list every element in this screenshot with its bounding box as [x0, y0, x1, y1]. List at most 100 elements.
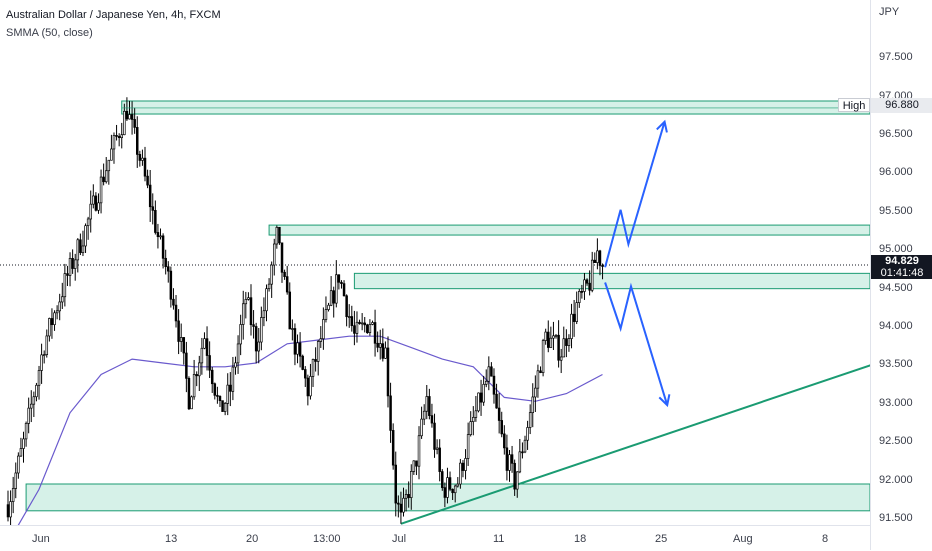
chart-area[interactable]: Australian Dollar / Japanese Yen, 4h, FX…: [0, 0, 870, 525]
candle-body: [156, 232, 160, 237]
symbol-title[interactable]: Australian Dollar / Japanese Yen, 4h, FX…: [6, 9, 221, 21]
price-tick: 93.000: [879, 397, 913, 409]
candle-body: [459, 462, 462, 485]
candle-body: [601, 265, 604, 267]
zone-breakout-zone: [353, 272, 870, 290]
candle-body: [254, 326, 258, 352]
candle-body: [314, 359, 317, 362]
candle-body: [249, 297, 253, 326]
candle-body: [216, 394, 219, 397]
candle-body: [291, 328, 294, 330]
candle-body: [177, 320, 180, 342]
candle-body: [223, 403, 227, 412]
candle-body: [497, 407, 501, 421]
candle-body: [461, 462, 465, 471]
candle-body: [283, 271, 286, 277]
candle-body: [169, 270, 173, 300]
candle-body: [389, 395, 392, 431]
price-tick: 94.000: [879, 320, 913, 332]
candle-body: [71, 258, 74, 269]
candle-body: [340, 281, 343, 284]
candle-body: [477, 392, 480, 412]
candle-body: [117, 136, 121, 139]
candle-body: [76, 239, 80, 261]
candle-body: [58, 301, 61, 312]
candle-body: [195, 374, 198, 377]
candle-body: [138, 154, 142, 161]
time-tick: Aug: [733, 533, 753, 545]
candle-body: [350, 316, 354, 327]
candle-body: [143, 157, 147, 177]
candle-body: [148, 184, 152, 208]
candle-body: [381, 343, 385, 359]
bearish-projection-arrow: [604, 282, 669, 406]
candle-body: [298, 342, 302, 357]
price-axis[interactable]: JPY 97.500 97.000 96.500 96.000 95.500 9…: [870, 0, 932, 550]
candle-body: [407, 494, 410, 498]
candle-body: [523, 439, 527, 453]
candle-body: [182, 337, 186, 354]
candle-body: [559, 356, 563, 361]
candle-body: [306, 377, 310, 397]
candle-body: [123, 110, 126, 136]
candle-body: [355, 321, 359, 334]
candle-body: [154, 210, 157, 233]
candle-body: [22, 438, 25, 449]
candle-body: [275, 226, 279, 245]
candle-body: [484, 380, 488, 385]
candle-body: [544, 331, 547, 341]
candle-body: [210, 369, 214, 385]
candle-body: [179, 337, 183, 342]
candle-body: [567, 338, 571, 346]
high-label: High: [838, 98, 870, 112]
zone-upper-resistance: [268, 224, 870, 236]
candle-body: [164, 257, 167, 268]
candle-body: [410, 471, 413, 498]
candle-body: [218, 396, 222, 402]
candle-body: [79, 239, 82, 254]
candle-body: [159, 235, 162, 238]
candle-body: [363, 322, 366, 326]
candle-body: [366, 324, 369, 334]
candle-body: [192, 374, 196, 398]
candle-body: [45, 335, 49, 355]
candle-body: [596, 250, 599, 263]
candle-body: [86, 218, 90, 227]
candle-body: [466, 434, 470, 459]
candle-body: [161, 235, 165, 259]
candle-body: [526, 427, 529, 441]
candle-body: [547, 331, 550, 348]
candle-body: [236, 343, 240, 364]
candle-body: [345, 295, 348, 318]
candle-body: [133, 119, 136, 128]
candle-body: [208, 355, 211, 371]
candle-body: [329, 290, 333, 306]
candle-body: [590, 259, 594, 291]
candle-body: [234, 362, 237, 368]
time-axis[interactable]: Jun 13 20 13:00 Jul 11 18 25 Aug 8: [0, 525, 870, 551]
candle-body: [205, 338, 209, 356]
candle-body: [278, 226, 281, 244]
candle-body: [267, 283, 271, 290]
candle-body: [391, 430, 395, 466]
candle-body: [265, 288, 268, 312]
high-price-label: 96.880: [871, 98, 932, 113]
candle-body: [9, 501, 12, 518]
candle-body: [304, 369, 307, 379]
candle-body: [200, 347, 204, 364]
price-tick: 93.500: [879, 358, 913, 370]
price-chart[interactable]: [0, 0, 870, 525]
candle-body: [443, 487, 447, 498]
candle-body: [472, 417, 475, 422]
candle-body: [433, 422, 436, 450]
candle-body: [397, 502, 400, 505]
candle-body: [293, 328, 297, 355]
candle-body: [441, 471, 444, 488]
indicator-label[interactable]: SMMA (50, close): [6, 27, 93, 39]
candle-body: [402, 497, 405, 513]
currency-label: JPY: [879, 6, 900, 18]
candle-body: [37, 370, 41, 386]
candle-body: [541, 340, 545, 374]
candle-body: [35, 384, 38, 398]
candle-body: [428, 396, 431, 416]
